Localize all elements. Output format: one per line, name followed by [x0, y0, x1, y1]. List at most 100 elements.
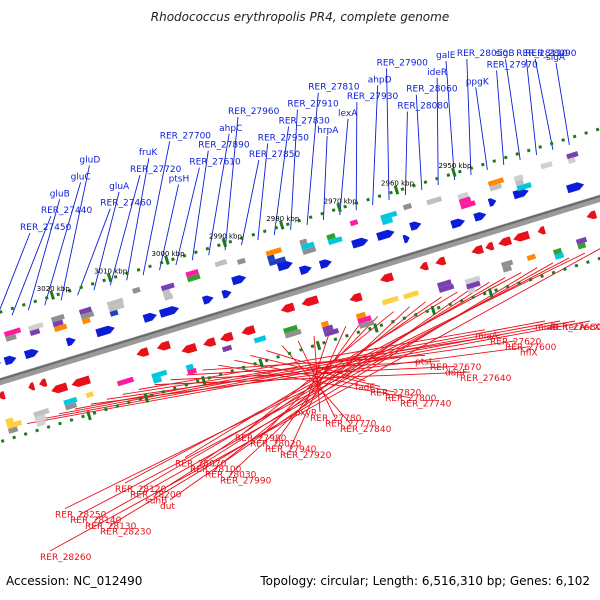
forward-gene-arrow	[221, 289, 232, 299]
domain-box	[438, 283, 455, 293]
ruler-dot	[67, 289, 72, 293]
ruler-dot	[264, 358, 269, 363]
ruler-dot	[308, 215, 313, 220]
ruler-dot	[287, 351, 292, 356]
map-title: Rhodococcus erythropolis PR4, complete g…	[150, 10, 450, 24]
gene-label: RER_27620	[490, 337, 542, 347]
callout-line	[124, 272, 522, 484]
gene-callouts	[0, 58, 600, 552]
callout-line	[208, 133, 230, 256]
domain-box	[78, 306, 93, 315]
forward-gene-arrow	[298, 265, 312, 275]
reverse-gene-arrow	[537, 225, 546, 235]
ruler-dot	[299, 347, 303, 352]
ruler-dot	[320, 211, 325, 216]
gene-label: RER_28090	[525, 49, 577, 59]
domain-box	[402, 203, 413, 211]
forward-gene-arrow	[231, 275, 247, 286]
ruler-dot	[35, 428, 39, 433]
gene-label: RER_28200	[130, 491, 182, 501]
ruler-dot	[251, 232, 256, 237]
domain-box	[186, 273, 201, 283]
callout-line	[11, 215, 52, 316]
gene-label: galE	[436, 51, 456, 61]
kbp-label: 3000 kbp	[152, 250, 186, 258]
ruler-dot	[125, 271, 129, 276]
gene-label: gluA	[109, 182, 130, 192]
ruler-dot	[149, 393, 154, 398]
gene-label: RER_27740	[400, 400, 452, 410]
gene-label: RER_27910	[287, 100, 339, 110]
ruler-dot	[331, 208, 336, 213]
ruler-dot	[46, 425, 51, 429]
domain-box	[162, 288, 171, 296]
domain-box	[357, 315, 372, 325]
callout-line	[241, 160, 260, 246]
domain-box	[132, 286, 141, 294]
ruler-dot	[549, 141, 554, 146]
callout-line	[79, 257, 570, 515]
forward-gene-arrow	[65, 337, 76, 347]
domain-box	[457, 191, 469, 200]
gene-label: RER_28060	[406, 85, 458, 95]
domain-box	[460, 200, 476, 210]
domain-box	[577, 242, 587, 250]
domain-box	[426, 196, 443, 206]
callout-line	[224, 116, 239, 251]
domain-box	[284, 328, 302, 339]
domain-box	[80, 311, 95, 320]
domain-box	[436, 279, 452, 289]
ruler-dot	[515, 152, 520, 156]
callout-line	[77, 208, 111, 296]
reverse-gene-arrow	[136, 347, 150, 357]
reverse-gene-arrow	[435, 256, 447, 266]
callout-line	[555, 62, 570, 145]
ruler-dot	[343, 204, 347, 209]
callout-line	[49, 248, 600, 552]
callout-line	[126, 158, 150, 281]
gene-label: RER_27450	[20, 223, 72, 233]
callout-line	[257, 143, 269, 241]
gene-label: RER_27440	[41, 206, 93, 216]
domain-box	[64, 402, 78, 411]
callout-line	[504, 58, 521, 161]
gene-label: gluD	[79, 156, 100, 166]
ruler-dot	[423, 180, 428, 184]
gene-label: RER_27900	[377, 58, 429, 68]
ruler-dot	[195, 379, 200, 384]
callout-line	[169, 286, 474, 501]
domain-box	[500, 259, 514, 268]
gene-label: ideR	[427, 68, 447, 78]
ruler-dot	[0, 310, 3, 314]
ruler-dot	[356, 330, 361, 335]
callout-line	[475, 87, 488, 171]
ruler-dot	[494, 288, 498, 293]
ruler-dot	[230, 368, 235, 373]
gene-label: RER_28020	[250, 440, 302, 450]
reverse-gene-arrow	[0, 391, 6, 400]
ruler-dot	[115, 404, 120, 408]
domain-box	[487, 177, 505, 187]
ruler-dot	[23, 432, 28, 436]
callout-line	[372, 85, 379, 206]
ruler-dot	[276, 354, 280, 359]
gene-label: RER_28260	[40, 553, 92, 563]
callout-line	[436, 77, 439, 186]
reverse-gene-arrow	[241, 325, 256, 336]
callout-line	[139, 277, 506, 490]
ruler-dot	[469, 166, 474, 170]
gene-label: gluB	[50, 189, 70, 199]
ruler-dot	[595, 127, 600, 132]
ruler-dot	[561, 138, 566, 142]
domain-box	[33, 408, 50, 418]
ruler-dot	[172, 386, 177, 391]
domain-box	[381, 295, 399, 306]
gene-label: ptsH	[169, 174, 190, 184]
ruler-dot	[322, 340, 326, 345]
gene-label: lexA	[338, 109, 358, 119]
forward-gene-arrow	[142, 312, 157, 323]
gene-label: RER_27980	[235, 434, 287, 444]
domain-box	[300, 241, 315, 251]
gene-label: suhB	[145, 496, 167, 506]
gene-label: ahpC	[219, 124, 242, 134]
